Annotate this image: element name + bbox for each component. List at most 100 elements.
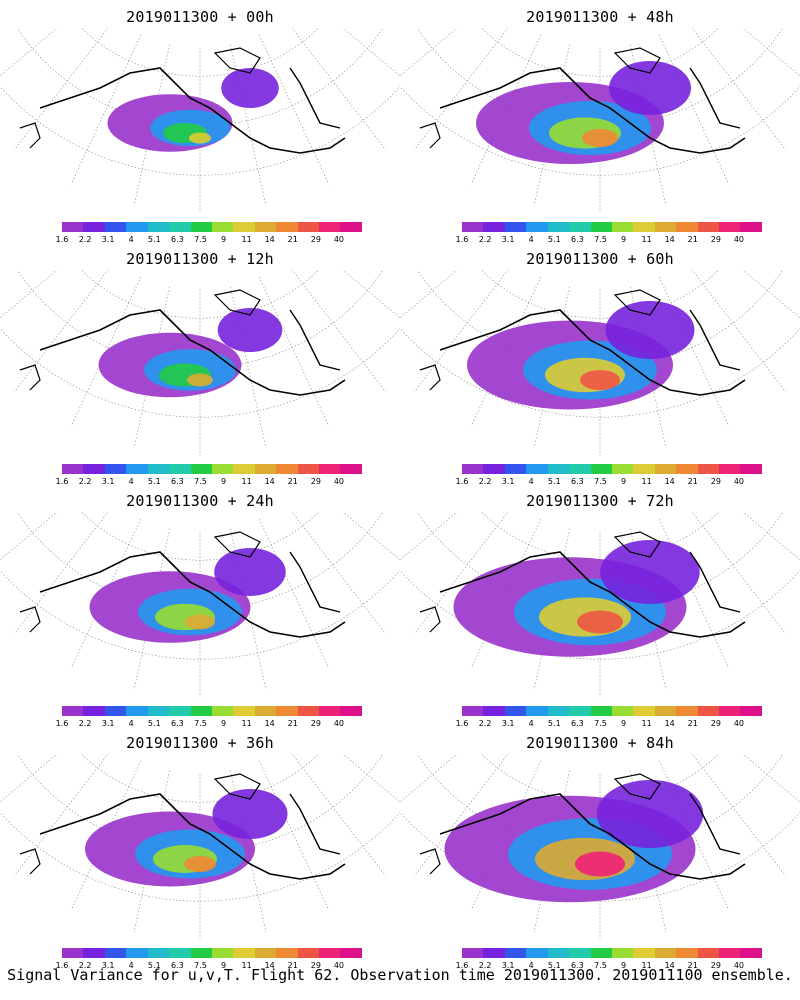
colorbar-tick-label: 3.1 <box>501 719 515 728</box>
colorbar-ticks: 1.6 2.2 3.1 4 5.1 6.3 7.5 9 11 14 21 29 40 <box>56 961 362 971</box>
colorbar-tick-label: 5.1 <box>147 235 161 244</box>
colorbar-swatch <box>62 706 84 716</box>
colorbar-swatch <box>676 464 698 474</box>
colorbar-tick-label: 2.2 <box>478 719 492 728</box>
colorbar-tick-label: 2.2 <box>78 719 92 728</box>
colorbar-tick-label: 11 <box>241 961 252 970</box>
colorbar-tick-label: 9 <box>220 719 227 728</box>
colorbar-swatch <box>526 464 548 474</box>
colorbar-swatch <box>126 948 148 958</box>
colorbar-swatch <box>590 464 612 474</box>
colorbar-swatch <box>526 706 548 716</box>
colorbar-tick-label: 7.5 <box>194 477 207 486</box>
colorbar-swatch <box>276 706 298 716</box>
colorbar-tick-label: 2.2 <box>478 961 492 970</box>
colorbar-tick-label: 2.2 <box>78 235 92 244</box>
colorbar-swatch <box>340 706 362 716</box>
colorbar-tick-label: 11 <box>241 719 252 728</box>
colorbar-swatch <box>676 222 698 232</box>
colorbar-tick-label: 21 <box>687 477 698 486</box>
colorbar-ticks: 1.6 2.2 3.1 4 5.1 6.3 7.5 9 11 14 21 29 40 <box>56 235 362 245</box>
colorbar-swatch <box>504 706 527 716</box>
colorbar-swatch <box>233 464 255 474</box>
panel-title: 2019011300 + 12h <box>126 250 274 268</box>
colorbar-tick-label: 11 <box>641 961 652 970</box>
colorbar-swatch <box>62 464 84 474</box>
colorbar-swatch <box>169 948 191 958</box>
forecast-panel: 2019011300 + 72h 1.6 2.2 3.1 4 5.1 6.3 7.5 9 11 14… <box>400 484 800 729</box>
colorbar-tick-label: 11 <box>241 235 252 244</box>
panel-title: 2019011300 + 36h <box>126 734 274 752</box>
colorbar-tick-label: 3.1 <box>501 477 515 486</box>
colorbar-swatch <box>319 464 341 474</box>
colorbar-swatch <box>462 464 484 474</box>
colorbar-swatch <box>190 222 212 232</box>
colorbar-swatch <box>633 948 655 958</box>
colorbar-tick-label: 40 <box>733 961 745 970</box>
colorbar-swatch <box>462 222 484 232</box>
colorbar-tick-label: 2.2 <box>478 235 492 244</box>
colorbar-tick-label: 9 <box>620 235 627 244</box>
colorbar-swatch <box>276 464 298 474</box>
colorbar-tick-label: 4 <box>128 477 134 486</box>
colorbar-tick-label: 2.2 <box>78 477 92 486</box>
forecast-panel: 2019011300 + 36h 1.6 2.2 3.1 4 5.1 6.3 7.5 9 11 14… <box>0 726 400 971</box>
colorbar-tick-label: 1.6 <box>455 477 469 486</box>
colorbar <box>462 464 762 474</box>
colorbar-swatch <box>254 222 277 232</box>
colorbar <box>62 222 362 232</box>
colorbar-tick-label: 4 <box>128 235 134 244</box>
colorbar-swatch <box>697 706 720 716</box>
panel-title: 2019011300 + 48h <box>526 8 674 26</box>
colorbar-swatch <box>526 222 548 232</box>
colorbar-tick-label: 5.1 <box>147 477 161 486</box>
colorbar-swatch <box>83 948 105 958</box>
colorbar-tick-label: 21 <box>287 719 298 728</box>
colorbar <box>62 706 362 716</box>
colorbar-swatch <box>633 706 655 716</box>
colorbar-tick-label: 21 <box>287 961 298 970</box>
colorbar-swatch <box>62 948 84 958</box>
colorbar-tick-label: 40 <box>333 719 345 728</box>
colorbar-swatch <box>633 464 655 474</box>
colorbar-swatch <box>719 464 741 474</box>
colorbar-tick-label: 1.6 <box>55 477 69 486</box>
colorbar-tick-label: 3.1 <box>501 961 515 970</box>
colorbar-swatch <box>62 222 84 232</box>
colorbar-tick-label: 7.5 <box>594 961 607 970</box>
colorbar-tick-label: 3.1 <box>101 235 115 244</box>
panel-title: 2019011300 + 84h <box>526 734 674 752</box>
polar-map <box>0 28 400 213</box>
colorbar-swatch <box>147 706 170 716</box>
colorbar-tick-label: 29 <box>710 961 721 970</box>
colorbar-tick-label: 1.6 <box>455 235 469 244</box>
colorbar-tick-label: 4 <box>528 719 534 728</box>
colorbar-swatch <box>276 948 298 958</box>
colorbar-tick-label: 29 <box>710 477 721 486</box>
colorbar-tick-label: 11 <box>641 719 652 728</box>
colorbar-tick-label: 7.5 <box>194 235 207 244</box>
panel-title: 2019011300 + 00h <box>126 8 274 26</box>
colorbar-tick-label: 6.3 <box>171 477 184 486</box>
colorbar-swatch <box>211 948 234 958</box>
colorbar-tick-label: 5.1 <box>547 961 561 970</box>
colorbar-swatch <box>190 706 212 716</box>
colorbar-swatch <box>276 222 298 232</box>
colorbar-tick-label: 21 <box>687 235 698 244</box>
colorbar-ticks: 1.6 2.2 3.1 4 5.1 6.3 7.5 9 11 14 21 29 40 <box>456 477 762 487</box>
colorbar-swatch <box>590 948 612 958</box>
colorbar-tick-label: 6.3 <box>571 719 584 728</box>
colorbar-tick-label: 1.6 <box>455 719 469 728</box>
colorbar-swatch <box>483 948 505 958</box>
colorbar-swatch <box>190 464 212 474</box>
forecast-panel: 2019011300 + 00h 1.6 2.2 3.1 4 5.1 6.3 7.5 9 11 14… <box>0 0 400 245</box>
colorbar-tick-label: 29 <box>310 235 321 244</box>
colorbar-tick-label: 7.5 <box>594 235 607 244</box>
colorbar-tick-label: 21 <box>287 477 298 486</box>
colorbar-tick-label: 7.5 <box>194 719 207 728</box>
colorbar-swatch <box>147 464 170 474</box>
colorbar-tick-label: 14 <box>264 477 275 486</box>
colorbar-swatch <box>297 948 320 958</box>
colorbar-swatch <box>211 222 234 232</box>
colorbar-tick-label: 3.1 <box>101 477 115 486</box>
